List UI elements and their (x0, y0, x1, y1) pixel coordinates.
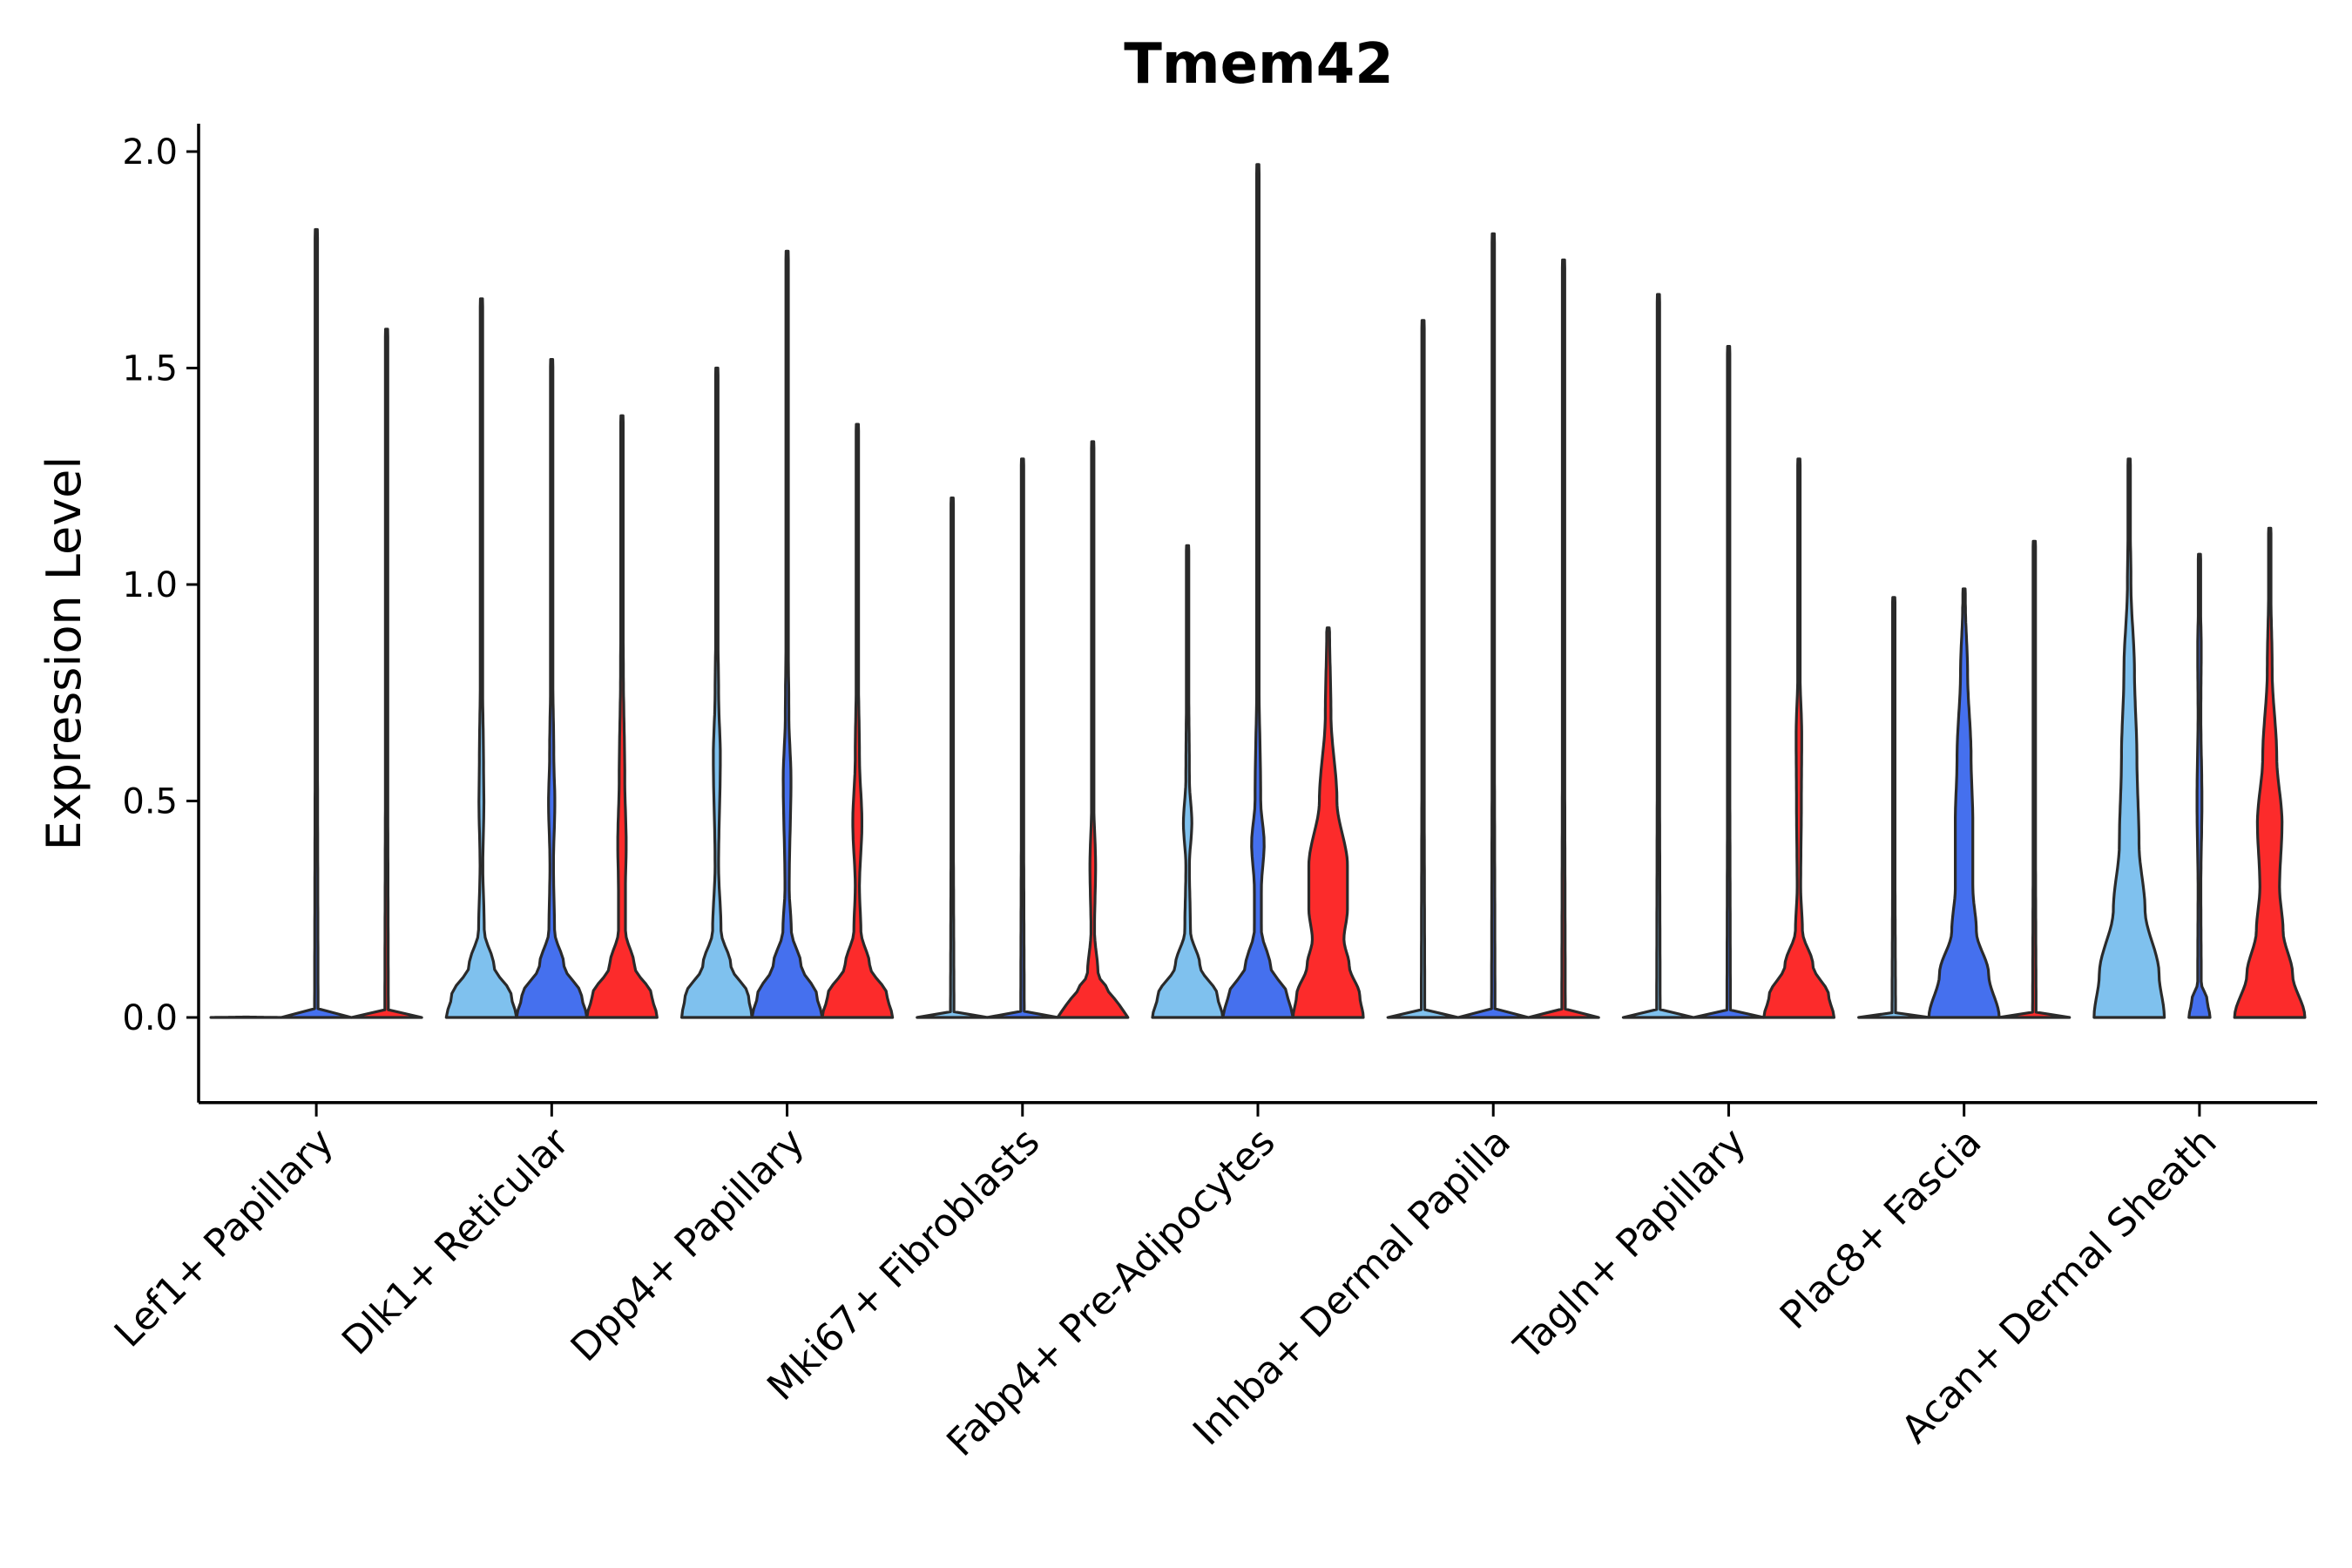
violin-1-1 (209, 1015, 283, 1019)
x-tick-label: Dlk1+ Reticular (334, 1119, 578, 1364)
violin-group (209, 163, 2307, 1019)
x-tick-label: Tagln+ Papillary (1505, 1119, 1754, 1369)
violin-8-1 (1857, 596, 1930, 1019)
violin-2-1 (444, 297, 518, 1019)
y-tick-label: 2.0 (122, 132, 178, 172)
violin-4-3 (1056, 440, 1130, 1019)
violin-6-3 (1527, 258, 1600, 1019)
y-tick-label: 0.5 (122, 782, 178, 822)
violin-4-1 (916, 497, 989, 1019)
x-tick-label: Lef1+ Papillary (106, 1119, 342, 1355)
violin-6-1 (1386, 319, 1460, 1019)
violin-5-2 (1221, 163, 1294, 1019)
violin-5-1 (1151, 544, 1225, 1019)
violin-2-2 (515, 358, 589, 1019)
x-tick-label: Mki67+ Fibroblasts (759, 1119, 1048, 1409)
violin-3-2 (750, 249, 824, 1019)
y-tick-label: 1.5 (122, 349, 178, 389)
violin-6-2 (1456, 232, 1531, 1019)
y-tick-label: 1.0 (122, 565, 178, 605)
y-axis: 0.0 0.5 1.0 1.5 2.0 (122, 124, 200, 1103)
violin-7-2 (1692, 345, 1766, 1019)
violin-7-3 (1762, 457, 1835, 1019)
y-tick-label: 0.0 (122, 998, 178, 1038)
violin-8-2 (1927, 587, 2001, 1019)
violin-3-3 (821, 422, 895, 1019)
violin-8-3 (1997, 539, 2072, 1019)
y-axis-label: Expression Level (37, 456, 91, 851)
violin-1-3 (349, 328, 423, 1019)
violin-1-2 (280, 227, 353, 1019)
violin-9-1 (2092, 457, 2166, 1019)
x-tick-label: Dpp4+ Papillary (563, 1119, 814, 1370)
violin-9-2 (2187, 552, 2212, 1019)
violin-7-1 (1621, 293, 1695, 1019)
violin-4-2 (985, 457, 1059, 1019)
chart-title: Tmem42 (1124, 32, 1394, 97)
violin-5-3 (1291, 626, 1365, 1019)
x-tick-label: Plac8+ Fascia (1772, 1119, 1990, 1338)
violin-9-3 (2233, 526, 2307, 1019)
violin-3-1 (680, 366, 754, 1019)
violin-2-3 (585, 414, 659, 1019)
